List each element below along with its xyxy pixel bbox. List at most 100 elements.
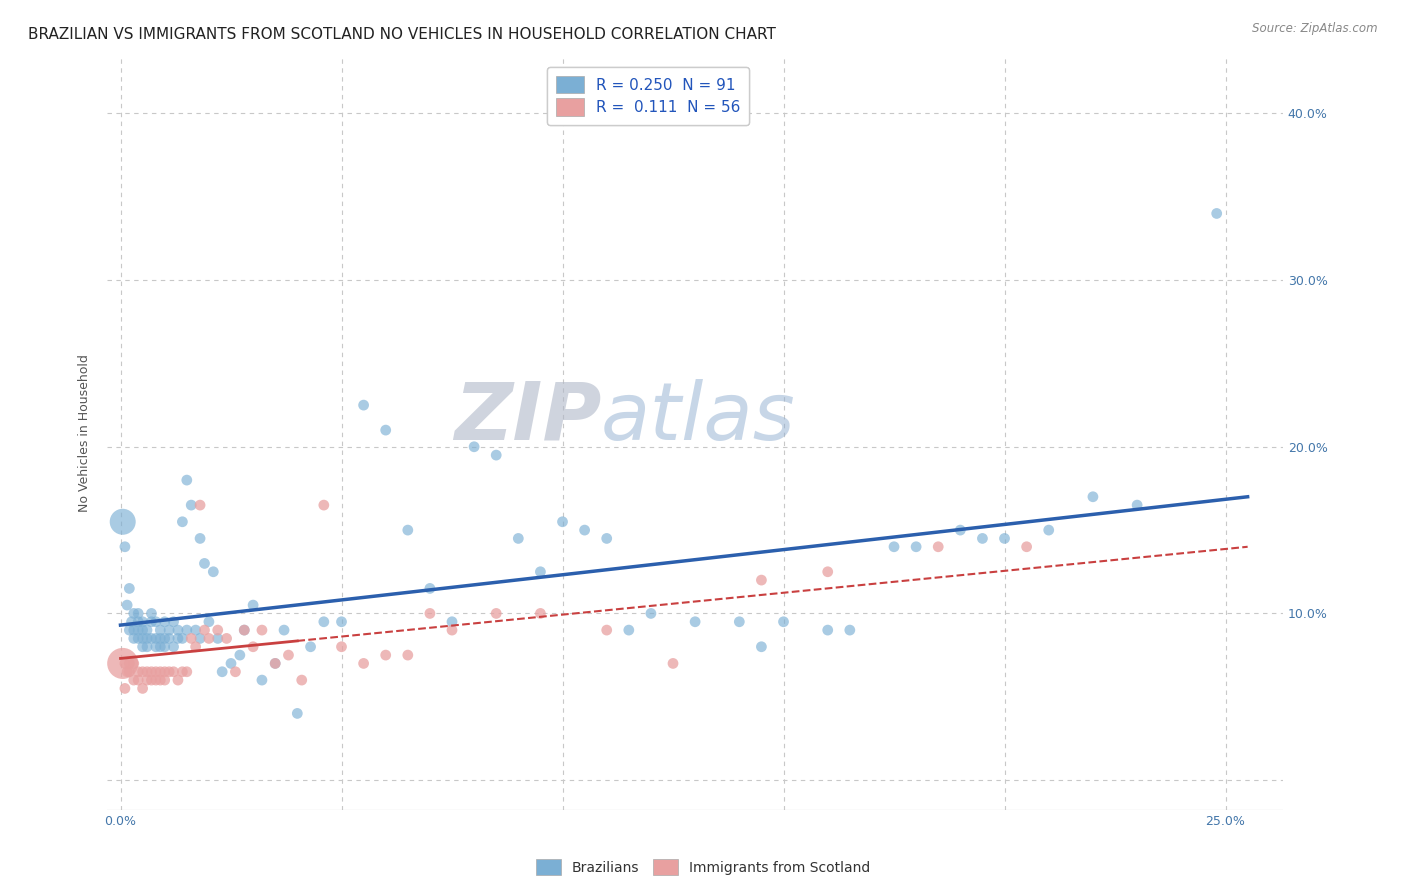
Point bbox=[927, 540, 949, 554]
Legend: Brazilians, Immigrants from Scotland: Brazilians, Immigrants from Scotland bbox=[530, 854, 876, 880]
Point bbox=[131, 665, 153, 679]
Point bbox=[353, 398, 375, 412]
Point bbox=[114, 540, 136, 554]
Point bbox=[596, 532, 619, 546]
Point bbox=[817, 565, 839, 579]
Point bbox=[136, 623, 159, 637]
Point bbox=[167, 673, 190, 687]
Point bbox=[419, 607, 441, 621]
Point bbox=[250, 623, 273, 637]
Point bbox=[1126, 498, 1149, 512]
Point bbox=[127, 673, 149, 687]
Point bbox=[188, 532, 211, 546]
Point bbox=[1038, 523, 1060, 537]
Point bbox=[180, 632, 202, 646]
Point bbox=[141, 673, 163, 687]
Point bbox=[330, 615, 353, 629]
Point bbox=[188, 498, 211, 512]
Point bbox=[136, 665, 159, 679]
Point bbox=[1205, 206, 1227, 220]
Point bbox=[136, 673, 159, 687]
Point bbox=[127, 607, 149, 621]
Point bbox=[551, 515, 574, 529]
Point bbox=[312, 498, 335, 512]
Point bbox=[264, 657, 287, 671]
Point bbox=[838, 623, 860, 637]
Point bbox=[285, 706, 308, 721]
Point bbox=[596, 623, 619, 637]
Point bbox=[153, 665, 176, 679]
Point bbox=[153, 640, 176, 654]
Point bbox=[131, 640, 153, 654]
Point bbox=[127, 632, 149, 646]
Point bbox=[157, 665, 180, 679]
Point bbox=[485, 607, 508, 621]
Text: BRAZILIAN VS IMMIGRANTS FROM SCOTLAND NO VEHICLES IN HOUSEHOLD CORRELATION CHART: BRAZILIAN VS IMMIGRANTS FROM SCOTLAND NO… bbox=[28, 27, 776, 42]
Point bbox=[883, 540, 905, 554]
Point bbox=[149, 665, 172, 679]
Point bbox=[396, 523, 419, 537]
Point bbox=[176, 623, 198, 637]
Point bbox=[202, 565, 225, 579]
Point bbox=[167, 632, 190, 646]
Point bbox=[131, 615, 153, 629]
Point bbox=[817, 623, 839, 637]
Point bbox=[273, 623, 295, 637]
Point bbox=[141, 665, 163, 679]
Point bbox=[136, 640, 159, 654]
Point bbox=[233, 623, 256, 637]
Point bbox=[127, 665, 149, 679]
Point bbox=[242, 598, 264, 612]
Point bbox=[224, 665, 246, 679]
Text: atlas: atlas bbox=[600, 378, 796, 457]
Point bbox=[111, 657, 134, 671]
Point bbox=[529, 565, 551, 579]
Point bbox=[153, 673, 176, 687]
Point bbox=[153, 632, 176, 646]
Point bbox=[353, 657, 375, 671]
Text: ZIP: ZIP bbox=[454, 378, 600, 457]
Point bbox=[440, 615, 463, 629]
Point bbox=[751, 640, 773, 654]
Point bbox=[219, 657, 242, 671]
Point bbox=[640, 607, 662, 621]
Point bbox=[122, 673, 145, 687]
Point bbox=[157, 623, 180, 637]
Point bbox=[136, 632, 159, 646]
Point bbox=[118, 665, 141, 679]
Point bbox=[508, 532, 530, 546]
Point bbox=[374, 648, 396, 662]
Point bbox=[118, 582, 141, 596]
Point bbox=[574, 523, 596, 537]
Point bbox=[141, 615, 163, 629]
Point bbox=[291, 673, 314, 687]
Point bbox=[149, 640, 172, 654]
Point bbox=[396, 648, 419, 662]
Text: Source: ZipAtlas.com: Source: ZipAtlas.com bbox=[1253, 22, 1378, 36]
Point bbox=[145, 632, 167, 646]
Point bbox=[127, 615, 149, 629]
Point bbox=[111, 515, 134, 529]
Point bbox=[115, 598, 138, 612]
Point bbox=[264, 657, 287, 671]
Point bbox=[114, 681, 136, 696]
Point bbox=[198, 632, 221, 646]
Point bbox=[193, 557, 215, 571]
Point bbox=[149, 673, 172, 687]
Point bbox=[374, 423, 396, 437]
Point bbox=[162, 665, 184, 679]
Point bbox=[1081, 490, 1104, 504]
Point bbox=[233, 623, 256, 637]
Point bbox=[193, 623, 215, 637]
Point bbox=[145, 665, 167, 679]
Point bbox=[440, 623, 463, 637]
Point bbox=[949, 523, 972, 537]
Point bbox=[751, 573, 773, 587]
Point bbox=[198, 615, 221, 629]
Point bbox=[122, 657, 145, 671]
Point bbox=[145, 640, 167, 654]
Point bbox=[207, 623, 229, 637]
Point bbox=[330, 640, 353, 654]
Point bbox=[188, 632, 211, 646]
Point bbox=[149, 632, 172, 646]
